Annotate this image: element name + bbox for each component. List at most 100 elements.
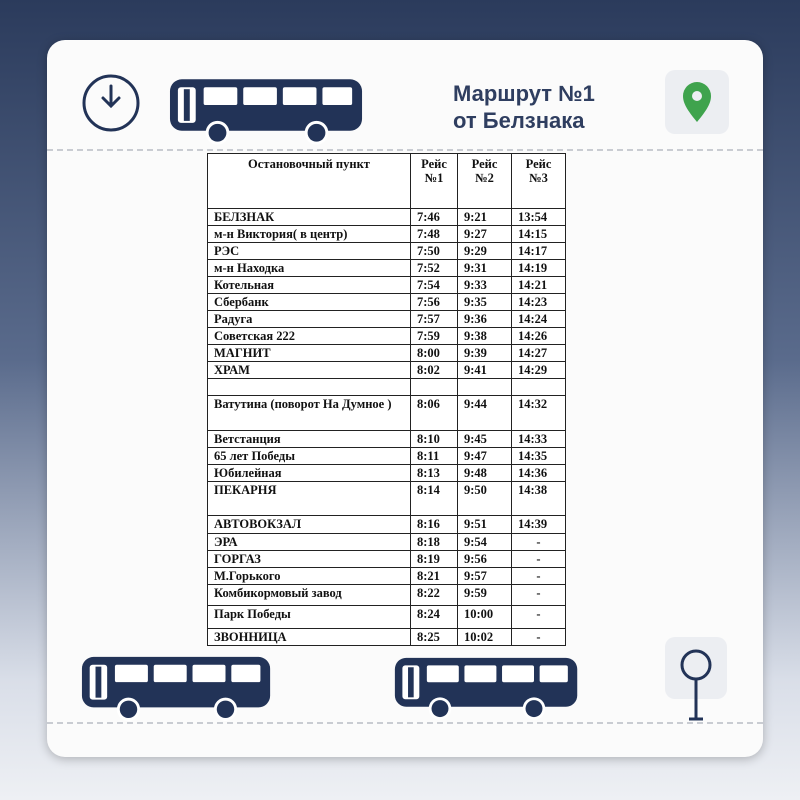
table-row: Комбикормовый завод 8:22 9:59-	[207, 584, 566, 606]
header-cell: Рейс №2	[457, 153, 512, 209]
empty-cell	[457, 378, 512, 396]
table-cell: 13:54	[511, 208, 566, 226]
table-row: Радуга 7:57 9:36 14:24	[207, 310, 566, 328]
table-cell: 7:48	[410, 225, 458, 243]
table-row: Парк Победы 8:24 10:00-	[207, 605, 566, 629]
stop-box	[665, 637, 727, 721]
table-cell: ЗВОННИЦА	[207, 628, 411, 646]
title: Маршрут №1 от Белзнака	[453, 80, 595, 134]
table-cell: 9:29	[457, 242, 512, 260]
table-cell: 14:24	[511, 310, 566, 328]
table-cell: ХРАМ	[207, 361, 411, 379]
header-cell: Рейс №3	[511, 153, 566, 209]
table-row: ЗВОННИЦА 8:25 10:02-	[207, 628, 566, 646]
table-cell: 8:14	[410, 481, 458, 516]
table-cell: 9:47	[457, 447, 512, 465]
table-cell: 8:21	[410, 567, 458, 585]
empty-cell	[511, 378, 566, 396]
table-cell: 9:48	[457, 464, 512, 482]
table-cell: м-н Виктория( в центр)	[207, 225, 411, 243]
empty-cell	[207, 378, 411, 396]
table-cell: 14:39	[511, 515, 566, 534]
table-cell: 14:27	[511, 344, 566, 362]
table-cell: Ватутина (поворот На Думное )	[207, 395, 411, 431]
table-cell: 9:41	[457, 361, 512, 379]
divider	[47, 722, 763, 724]
bus-icon	[80, 652, 274, 722]
table-row: Сбербанк 7:56 9:35 14:23	[207, 293, 566, 311]
table-row: 65 лет Победы 8:11 9:47 14:35	[207, 447, 566, 465]
table-cell: 14:32	[511, 395, 566, 431]
table-cell: 14:21	[511, 276, 566, 294]
table-cell: 14:17	[511, 242, 566, 260]
table-row: ПЕКАРНЯ 8:14 9:50 14:38	[207, 481, 566, 516]
table-cell: 14:26	[511, 327, 566, 345]
table-cell: 14:38	[511, 481, 566, 516]
table-cell: -	[511, 550, 566, 568]
table-cell: Советская 222	[207, 327, 411, 345]
table-cell: Ветстанция	[207, 430, 411, 448]
clock-icon	[82, 74, 140, 132]
table-cell: 14:33	[511, 430, 566, 448]
table-cell: ГОРГАЗ	[207, 550, 411, 568]
table-cell: 9:33	[457, 276, 512, 294]
table-cell: -	[511, 533, 566, 551]
table-row: ЭРА 8:18 9:54-	[207, 533, 566, 551]
table-cell: Сбербанк	[207, 293, 411, 311]
table-cell: 9:57	[457, 567, 512, 585]
table-cell: 7:46	[410, 208, 458, 226]
table-cell: 8:02	[410, 361, 458, 379]
table-cell: 9:38	[457, 327, 512, 345]
table-cell: Радуга	[207, 310, 411, 328]
header-cell: Рейс №1	[410, 153, 458, 209]
table-cell: Парк Победы	[207, 605, 411, 629]
table-cell: 8:19	[410, 550, 458, 568]
table-cell: 8:10	[410, 430, 458, 448]
table-row: Юбилейная 8:13 9:48 14:36	[207, 464, 566, 482]
table-cell: -	[511, 605, 566, 629]
table-cell: -	[511, 567, 566, 585]
table-cell: 9:36	[457, 310, 512, 328]
stop-icon	[680, 649, 712, 721]
empty-cell	[410, 378, 458, 396]
table-cell: 10:02	[457, 628, 512, 646]
table-cell: 8:06	[410, 395, 458, 431]
table-row: АВТОВОКЗАЛ 8:16 9:51 14:39	[207, 515, 566, 534]
table-row: Котельная 7:54 9:33 14:21	[207, 276, 566, 294]
table-row: МАГНИТ 8:00 9:39 14:27	[207, 344, 566, 362]
title-line: Маршрут №1	[453, 81, 595, 106]
table-cell: 7:52	[410, 259, 458, 277]
table-cell: 9:54	[457, 533, 512, 551]
title-line: от Белзнака	[453, 108, 585, 133]
table-cell: М.Горького	[207, 567, 411, 585]
spacer-row	[207, 378, 566, 396]
table-cell: 8:18	[410, 533, 458, 551]
table-cell: Котельная	[207, 276, 411, 294]
bus-icon	[168, 75, 366, 145]
table-cell: 14:36	[511, 464, 566, 482]
table-cell: ЭРА	[207, 533, 411, 551]
table-cell: 14:19	[511, 259, 566, 277]
bus-icon	[393, 652, 581, 722]
table-cell: 9:44	[457, 395, 512, 431]
table-cell: 7:57	[410, 310, 458, 328]
table-row: Ватутина (поворот На Думное ) 8:06 9:44 14:…	[207, 395, 566, 431]
table-cell: 8:22	[410, 584, 458, 606]
table-row: м-н Виктория( в центр) 7:48 9:27 14:15	[207, 225, 566, 243]
table-row: М.Горького 8:21 9:57-	[207, 567, 566, 585]
table-cell: -	[511, 628, 566, 646]
table-cell: 8:16	[410, 515, 458, 534]
table-cell: 8:00	[410, 344, 458, 362]
schedule-table: Остановочный пункт Рейс №1 Рейс №2 Рейс №3 …	[207, 153, 566, 646]
table-cell: 65 лет Победы	[207, 447, 411, 465]
table-body: БЕЛЗНАК 7:46 9:21 13:54 м-н Виктория( в цент…	[207, 208, 566, 646]
table-row: РЭС 7:50 9:29 14:17	[207, 242, 566, 260]
table-cell: 7:59	[410, 327, 458, 345]
table-cell: АВТОВОКЗАЛ	[207, 515, 411, 534]
table-cell: 14:29	[511, 361, 566, 379]
table-cell: Комбикормовый завод	[207, 584, 411, 606]
table-cell: ПЕКАРНЯ	[207, 481, 411, 516]
table-cell: 8:24	[410, 605, 458, 629]
table-cell: РЭС	[207, 242, 411, 260]
